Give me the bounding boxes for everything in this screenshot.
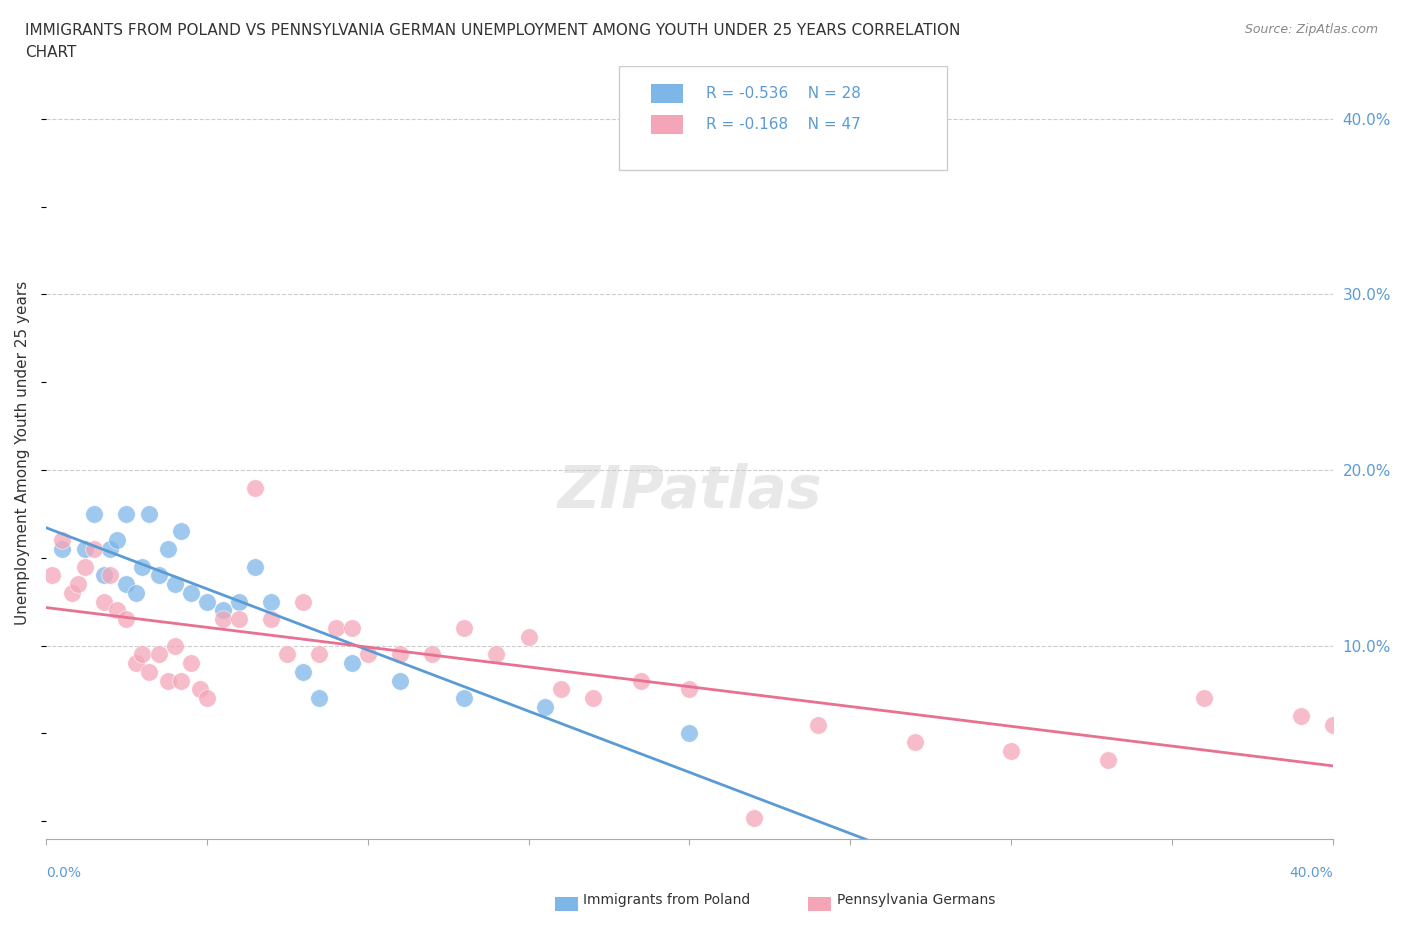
Point <box>212 603 235 618</box>
FancyBboxPatch shape <box>651 114 683 134</box>
Text: Pennsylvania Germans: Pennsylvania Germans <box>837 893 995 907</box>
Point <box>157 541 180 556</box>
Point <box>678 726 700 741</box>
Point <box>340 620 363 635</box>
Point <box>1192 691 1215 706</box>
Text: Immigrants from Poland: Immigrants from Poland <box>583 893 751 907</box>
Point <box>190 682 212 697</box>
Point <box>73 541 96 556</box>
Point <box>163 577 186 591</box>
Point <box>41 568 63 583</box>
Point <box>1000 743 1022 758</box>
Point <box>51 533 73 548</box>
Point <box>125 586 148 601</box>
Point <box>93 568 115 583</box>
Point <box>630 673 652 688</box>
Text: 40.0%: 40.0% <box>1289 866 1333 880</box>
Point <box>420 647 443 662</box>
Point <box>582 691 605 706</box>
Point <box>131 559 153 574</box>
Point <box>308 691 330 706</box>
Point <box>533 699 555 714</box>
Point <box>138 507 160 522</box>
Point <box>131 647 153 662</box>
Point <box>115 612 138 627</box>
Point <box>51 541 73 556</box>
Point <box>260 594 283 609</box>
Point <box>807 717 830 732</box>
Point <box>67 577 90 591</box>
Point <box>98 541 121 556</box>
Point <box>115 507 138 522</box>
Point <box>83 541 105 556</box>
Point <box>228 594 250 609</box>
Point <box>260 612 283 627</box>
Point <box>125 656 148 671</box>
Point <box>292 594 315 609</box>
Text: 0.0%: 0.0% <box>46 866 82 880</box>
Point <box>453 620 475 635</box>
FancyBboxPatch shape <box>651 84 683 103</box>
Point <box>228 612 250 627</box>
Point <box>517 630 540 644</box>
Point <box>678 682 700 697</box>
FancyBboxPatch shape <box>619 66 946 170</box>
Point <box>105 603 128 618</box>
Text: R = -0.168    N = 47: R = -0.168 N = 47 <box>706 117 860 132</box>
Point <box>388 673 411 688</box>
Point <box>485 647 508 662</box>
Point <box>1289 709 1312 724</box>
Point <box>83 507 105 522</box>
Text: R = -0.536    N = 28: R = -0.536 N = 28 <box>706 86 860 101</box>
Y-axis label: Unemployment Among Youth under 25 years: Unemployment Among Youth under 25 years <box>15 280 30 625</box>
Point <box>1097 752 1119 767</box>
Point <box>180 656 202 671</box>
Point <box>388 647 411 662</box>
Point <box>243 559 266 574</box>
Point <box>212 612 235 627</box>
Point <box>163 638 186 653</box>
Point <box>276 647 298 662</box>
Point <box>325 620 347 635</box>
Point <box>357 647 380 662</box>
Point <box>550 682 572 697</box>
Point <box>243 480 266 495</box>
Point <box>340 656 363 671</box>
Point <box>742 810 765 825</box>
Point <box>308 647 330 662</box>
Point <box>115 577 138 591</box>
Point <box>1322 717 1344 732</box>
Point <box>170 524 193 538</box>
Point <box>170 673 193 688</box>
Point <box>453 691 475 706</box>
Point <box>148 647 170 662</box>
Point <box>903 735 925 750</box>
Point <box>180 586 202 601</box>
Point <box>60 586 83 601</box>
Point <box>105 533 128 548</box>
Text: CHART: CHART <box>25 45 77 60</box>
Point <box>148 568 170 583</box>
Text: ZIPatlas: ZIPatlas <box>557 462 821 520</box>
Point <box>73 559 96 574</box>
Text: IMMIGRANTS FROM POLAND VS PENNSYLVANIA GERMAN UNEMPLOYMENT AMONG YOUTH UNDER 25 : IMMIGRANTS FROM POLAND VS PENNSYLVANIA G… <box>25 23 960 38</box>
Text: Source: ZipAtlas.com: Source: ZipAtlas.com <box>1244 23 1378 36</box>
Point <box>98 568 121 583</box>
Point <box>195 691 218 706</box>
Point <box>93 594 115 609</box>
Point <box>195 594 218 609</box>
Point <box>138 665 160 680</box>
Point <box>292 665 315 680</box>
Point <box>157 673 180 688</box>
